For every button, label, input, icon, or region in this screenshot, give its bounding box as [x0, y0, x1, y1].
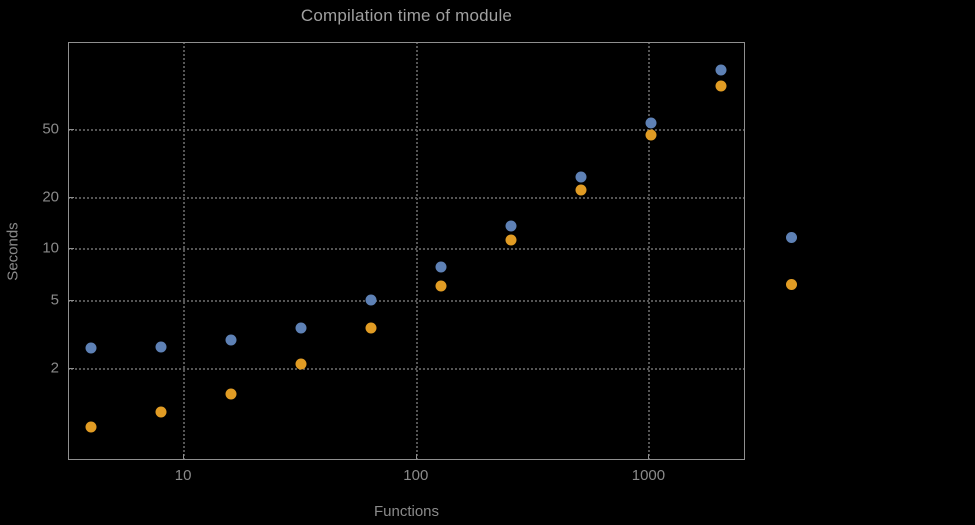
data-point-series-2	[435, 280, 447, 292]
legend-marker-series-1	[786, 232, 797, 243]
y-tick-mark	[69, 248, 74, 250]
chart-title: Compilation time of module	[300, 6, 513, 25]
data-point-series-2	[715, 80, 727, 92]
y-tick-label: 10	[42, 239, 59, 257]
y-tick-label: 2	[50, 359, 59, 377]
x-tick-mark	[415, 454, 417, 459]
gridline-horizontal	[68, 248, 745, 251]
gridline-horizontal	[68, 196, 745, 199]
x-tick-label: 100	[403, 467, 429, 484]
y-tick-label: 50	[42, 120, 59, 137]
data-point-series-2	[505, 234, 517, 246]
y-tick-mark	[69, 367, 74, 369]
data-point-series-2	[575, 184, 587, 196]
x-tick-label: 10	[174, 467, 192, 484]
plot-frame	[68, 42, 745, 460]
data-point-series-2	[645, 129, 657, 141]
data-point-series-2	[225, 388, 237, 400]
data-point-series-1	[645, 117, 657, 129]
gridline-horizontal	[68, 367, 745, 370]
data-point-series-1	[155, 341, 167, 353]
data-point-series-2	[295, 358, 307, 370]
data-point-series-1	[575, 171, 587, 183]
gridline-vertical	[415, 42, 418, 460]
data-point-series-1	[85, 342, 97, 354]
data-point-series-1	[365, 294, 377, 306]
gridline-vertical	[183, 42, 186, 460]
data-point-series-2	[155, 406, 167, 418]
x-axis-label: Functions	[373, 503, 440, 520]
y-tick-mark	[69, 196, 74, 198]
legend-marker-series-2	[786, 279, 797, 290]
data-point-series-1	[435, 261, 447, 273]
gridline-vertical	[648, 42, 651, 460]
gridline-horizontal	[68, 299, 745, 302]
data-point-series-1	[505, 220, 517, 232]
y-tick-label: 5	[50, 291, 59, 309]
y-tick-mark	[69, 299, 74, 301]
y-tick-label: 20	[42, 188, 59, 206]
data-point-series-2	[85, 421, 97, 433]
data-point-series-1	[225, 334, 237, 346]
gridline-horizontal	[68, 128, 745, 131]
data-point-series-1	[295, 322, 307, 334]
x-tick-mark	[648, 454, 650, 459]
data-point-series-1	[715, 64, 727, 76]
x-tick-label: 1000	[631, 467, 666, 484]
y-axis-label: Seconds	[4, 222, 22, 281]
x-tick-mark	[183, 454, 185, 459]
y-tick-mark	[69, 128, 74, 130]
data-point-series-2	[365, 322, 377, 334]
